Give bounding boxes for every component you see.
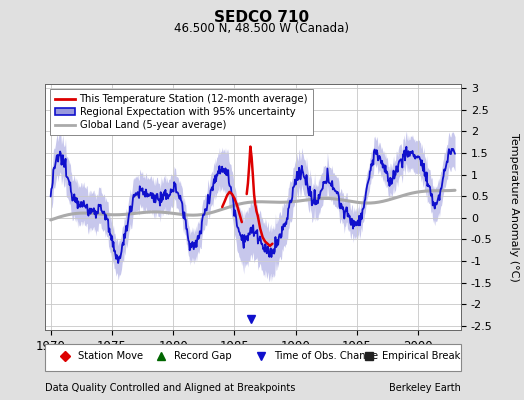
Text: 46.500 N, 48.500 W (Canada): 46.500 N, 48.500 W (Canada) [174, 22, 350, 35]
Text: Station Move: Station Move [78, 351, 143, 362]
Legend: This Temperature Station (12-month average), Regional Expectation with 95% uncer: This Temperature Station (12-month avera… [50, 89, 313, 135]
FancyBboxPatch shape [45, 344, 461, 370]
Text: SEDCO 710: SEDCO 710 [214, 10, 310, 25]
Text: Record Gap: Record Gap [173, 351, 231, 362]
Text: Data Quality Controlled and Aligned at Breakpoints: Data Quality Controlled and Aligned at B… [45, 383, 295, 393]
Text: Empirical Break: Empirical Break [382, 351, 461, 362]
Text: Berkeley Earth: Berkeley Earth [389, 383, 461, 393]
Text: Time of Obs. Change: Time of Obs. Change [274, 351, 378, 362]
Y-axis label: Temperature Anomaly (°C): Temperature Anomaly (°C) [509, 133, 519, 281]
